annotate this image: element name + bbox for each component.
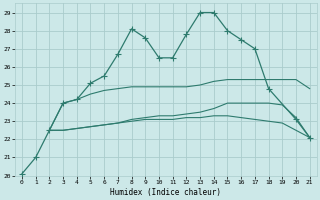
X-axis label: Humidex (Indice chaleur): Humidex (Indice chaleur)	[110, 188, 221, 197]
